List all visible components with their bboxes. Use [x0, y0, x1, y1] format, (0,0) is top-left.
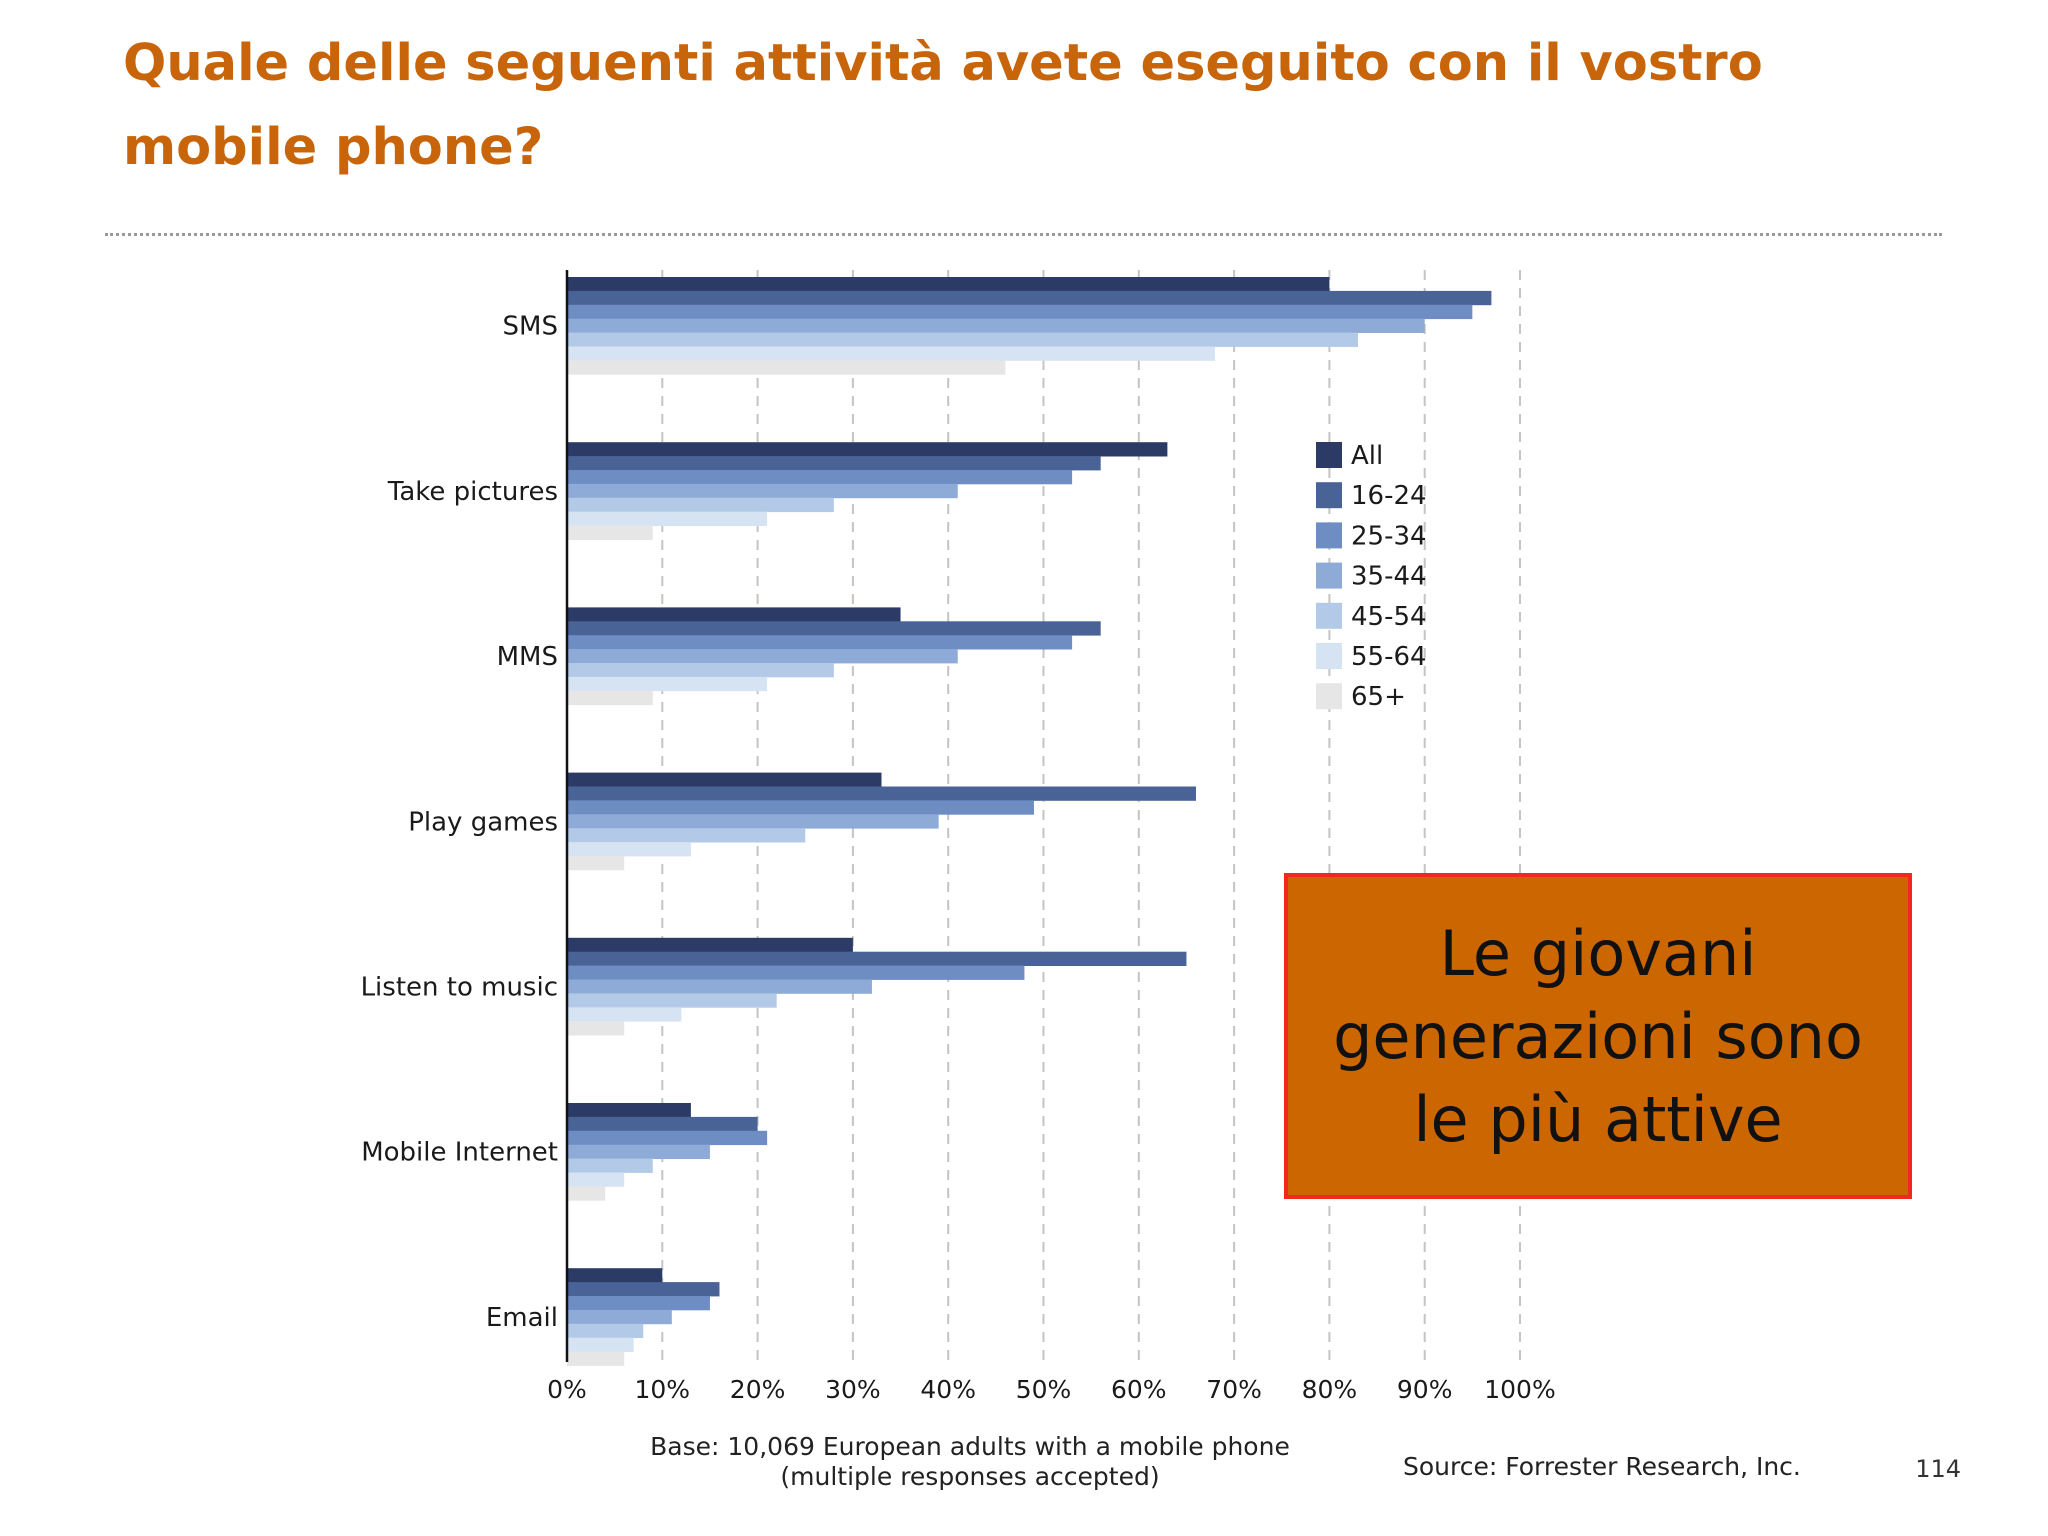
bar — [567, 442, 1168, 457]
x-tick-label: 20% — [730, 1375, 786, 1404]
category-label: Mobile Internet — [361, 1138, 558, 1168]
bar — [567, 649, 958, 664]
legend-swatch — [1316, 442, 1342, 468]
legend-label: 65+ — [1351, 682, 1406, 712]
bar — [567, 1309, 672, 1325]
x-tick-label: 40% — [920, 1375, 976, 1404]
legend-swatch — [1316, 683, 1342, 710]
x-tick-labels: 0% 10% 20% 30% 40% 50% 60% 70% 80% 90% 100% — [547, 1375, 1556, 1404]
bar — [567, 621, 1101, 636]
callout-box: Le giovani generazioni sono le più attiv… — [1284, 873, 1912, 1199]
x-tick-label: 30% — [825, 1375, 881, 1404]
x-tick-label: 90% — [1397, 1375, 1453, 1404]
legend-label: 55-64 — [1351, 642, 1427, 672]
bar — [567, 1296, 710, 1311]
legend-swatch — [1316, 482, 1342, 509]
bar — [567, 993, 777, 1008]
bar — [567, 1116, 758, 1132]
page-number: 114 — [1915, 1455, 1961, 1483]
bar — [567, 951, 1187, 966]
bar — [567, 786, 1196, 801]
bar — [567, 525, 653, 540]
chart-legend: All 16-24 25-34 35-44 45-54 55-64 65+ — [1316, 441, 1427, 712]
legend-label: 25-34 — [1351, 521, 1427, 551]
bar — [567, 842, 691, 857]
legend-swatch — [1316, 522, 1342, 549]
bar — [567, 1130, 768, 1146]
x-tick-label: 70% — [1206, 1375, 1262, 1404]
legend-label: 35-44 — [1351, 562, 1427, 592]
bar — [567, 1007, 682, 1022]
source-note: Source: Forrester Research, Inc. — [1403, 1452, 1801, 1481]
bar — [567, 1158, 653, 1173]
category-label: SMS — [503, 312, 558, 342]
bar — [567, 814, 939, 829]
bar — [567, 690, 653, 706]
slide-title: Quale delle seguenti attività avete eseg… — [123, 34, 1763, 177]
bar — [567, 979, 872, 994]
bar — [567, 1323, 644, 1339]
bar — [567, 772, 882, 787]
bar — [567, 1282, 720, 1297]
legend-swatch — [1316, 602, 1342, 629]
bar — [567, 828, 806, 843]
legend-label: 45-54 — [1351, 602, 1427, 632]
bar — [567, 663, 834, 678]
chart-bars — [567, 277, 1492, 1366]
bar — [567, 856, 625, 871]
bar — [567, 1186, 606, 1201]
bar — [567, 456, 1101, 471]
bar — [567, 346, 1216, 361]
category-label: Take pictures — [387, 477, 558, 507]
bar — [567, 965, 1025, 980]
bar — [567, 1351, 625, 1366]
legend-swatch — [1316, 562, 1342, 589]
title-divider — [105, 233, 1942, 236]
category-label: Play games — [408, 807, 558, 837]
bar — [567, 607, 901, 622]
bar — [567, 1172, 625, 1187]
bar — [567, 332, 1358, 347]
bar — [567, 635, 1073, 650]
bar — [567, 800, 1034, 815]
callout-text: Le giovani generazioni sono le più attiv… — [1333, 916, 1863, 1156]
category-label: Email — [486, 1303, 558, 1333]
bar — [567, 1337, 634, 1352]
bar — [567, 318, 1425, 333]
bar — [567, 360, 1006, 375]
bar — [567, 277, 1330, 292]
x-tick-label: 10% — [635, 1375, 691, 1404]
bar — [567, 1268, 663, 1283]
base-note: Base: 10,069 European adults with a mobi… — [650, 1432, 1290, 1461]
category-labels: SMS Take pictures MMS Play games Listen to m… — [361, 312, 558, 1333]
bar — [567, 290, 1492, 306]
bar — [567, 937, 853, 953]
legend-swatch — [1316, 643, 1342, 669]
x-tick-label: 50% — [1016, 1375, 1072, 1404]
category-label: Listen to music — [361, 972, 558, 1002]
base-note-2: (multiple responses accepted) — [780, 1462, 1159, 1491]
bar — [567, 511, 768, 526]
x-tick-label: 0% — [547, 1375, 587, 1404]
bar — [567, 304, 1473, 320]
x-tick-label: 100% — [1484, 1375, 1555, 1404]
x-tick-label: 80% — [1302, 1375, 1358, 1404]
bar — [567, 1103, 691, 1118]
legend-label: 16-24 — [1351, 481, 1427, 511]
bar — [567, 470, 1073, 485]
x-tick-label: 60% — [1111, 1375, 1167, 1404]
category-label: MMS — [497, 642, 558, 672]
bar — [567, 676, 768, 692]
bar — [567, 483, 958, 499]
bar — [567, 1021, 625, 1036]
bar — [567, 497, 834, 513]
bar — [567, 1144, 710, 1159]
legend-label: All — [1351, 441, 1383, 471]
